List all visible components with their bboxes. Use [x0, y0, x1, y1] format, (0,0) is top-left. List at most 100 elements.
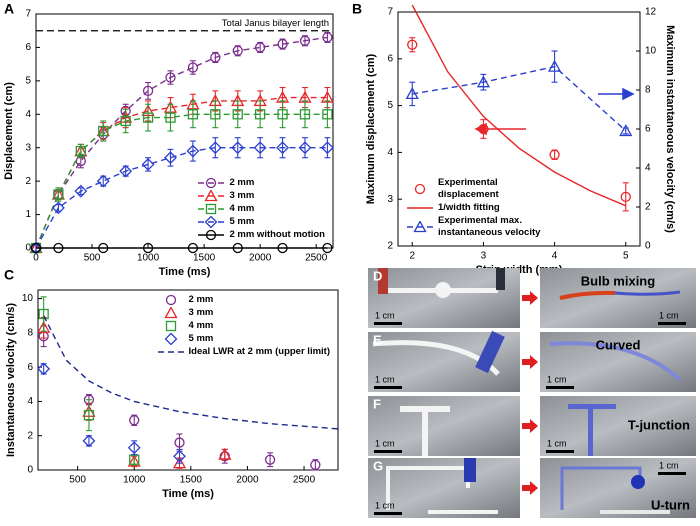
- scale-label: 1 cm: [659, 460, 679, 470]
- photo-detail: [614, 290, 681, 296]
- x-tick-label: 500: [69, 475, 86, 486]
- marker: [619, 124, 633, 137]
- photo-arrow-head: [530, 291, 538, 305]
- photo-detail: [559, 290, 616, 300]
- x-tick-label: 2500: [305, 253, 328, 264]
- series-line: [411, 4, 627, 207]
- marker: [38, 308, 49, 320]
- legend-label: 2 mm without motion: [229, 229, 325, 240]
- marker: [37, 320, 51, 333]
- legend-item: 2 mm: [197, 177, 325, 189]
- legend-item: 2 mm: [157, 294, 330, 306]
- error-bar: [324, 100, 331, 129]
- error-bar: [324, 137, 331, 159]
- legend-swatch: [157, 351, 184, 353]
- marker: [173, 449, 186, 463]
- photo-before: 1 cm D: [368, 268, 520, 328]
- photo-detail: [496, 268, 505, 290]
- marker: [164, 151, 177, 165]
- y2-tick-label: 6: [645, 124, 651, 135]
- error-bar: [131, 440, 138, 456]
- y-tick-label: 2: [387, 241, 393, 252]
- x-tick-label: 1000: [123, 475, 146, 486]
- error-bar: [189, 140, 196, 162]
- legend-label: 4 mm: [229, 203, 255, 214]
- marker: [96, 174, 110, 188]
- scale-label: 1 cm: [375, 310, 395, 320]
- marker: [165, 320, 176, 332]
- panel-label: C: [4, 267, 14, 283]
- marker: [98, 125, 109, 137]
- photo-letter: D: [373, 268, 382, 283]
- scale-label: 1 cm: [659, 310, 679, 320]
- scale-bar: [658, 322, 686, 325]
- scale-bar: [546, 386, 574, 389]
- legend-item: Experimental max. instantaneous velocity: [406, 215, 556, 239]
- x-tick-label: 5: [623, 251, 629, 262]
- photo-arrow: [522, 359, 530, 365]
- x-axis-label: Time (ms): [159, 266, 211, 278]
- marker: [255, 109, 266, 120]
- error-bar: [189, 100, 196, 129]
- legend-label: 5 mm: [188, 333, 214, 344]
- marker: [98, 242, 109, 254]
- photo-after: 1 cm U-turn: [540, 458, 696, 518]
- marker: [407, 39, 418, 50]
- y-tick-label: 3: [25, 142, 31, 153]
- scale-label: 1 cm: [547, 438, 567, 448]
- marker: [322, 32, 333, 43]
- photo-arrow: [522, 423, 530, 429]
- x-tick-label: 2: [409, 251, 415, 262]
- series-line: [43, 315, 339, 430]
- y-axis-label: Displacement (cm): [3, 82, 15, 180]
- x-tick-label: 1500: [193, 253, 216, 264]
- x-tick-label: 2500: [293, 475, 316, 486]
- photo-caption: Bulb mixing: [581, 273, 655, 288]
- error-bar: [212, 100, 219, 129]
- error-bar: [221, 448, 228, 461]
- error-bar: [409, 81, 416, 107]
- marker: [264, 454, 276, 465]
- photo-detail: [549, 341, 682, 382]
- photo-detail: [588, 404, 593, 456]
- photo-caption: U-turn: [651, 497, 690, 512]
- marker: [119, 164, 133, 178]
- error-bar: [176, 448, 183, 464]
- marker: [165, 112, 176, 123]
- marker: [322, 242, 333, 254]
- y-tick-label: 0: [25, 243, 31, 254]
- series-line: [35, 147, 328, 249]
- marker: [165, 72, 176, 83]
- marker: [142, 85, 154, 97]
- marker: [163, 307, 178, 319]
- x-tick-label: 3: [481, 251, 487, 262]
- legend-item: 2 mm without motion: [197, 229, 325, 241]
- legend-swatch: [407, 221, 433, 233]
- marker: [478, 123, 489, 135]
- scale-label: 1 cm: [547, 374, 567, 384]
- marker: [51, 201, 65, 215]
- marker: [232, 109, 243, 120]
- marker: [206, 229, 217, 241]
- photo-after: 1 cm T-junction: [540, 396, 696, 456]
- legend-label: 3 mm: [229, 190, 255, 201]
- photo-detail: [422, 406, 428, 456]
- marker: [37, 362, 51, 376]
- scale-bar: [374, 322, 402, 325]
- y-tick-label: 6: [387, 53, 393, 64]
- error-bar: [279, 100, 286, 129]
- photo-letter: E: [373, 332, 382, 347]
- marker: [320, 141, 334, 155]
- legend-label: 4 mm: [188, 320, 214, 331]
- marker: [476, 75, 491, 88]
- photo-arrow: [522, 295, 530, 301]
- photo-caption: Curved: [596, 337, 641, 352]
- error-bar: [480, 119, 487, 139]
- legend-swatch: [198, 229, 225, 241]
- y2-tick-label: 0: [645, 241, 651, 252]
- legend-item: 4 mm: [197, 203, 325, 215]
- error-bar: [145, 157, 152, 172]
- marker: [299, 35, 311, 46]
- marker: [620, 191, 631, 203]
- photo-detail: [464, 458, 476, 482]
